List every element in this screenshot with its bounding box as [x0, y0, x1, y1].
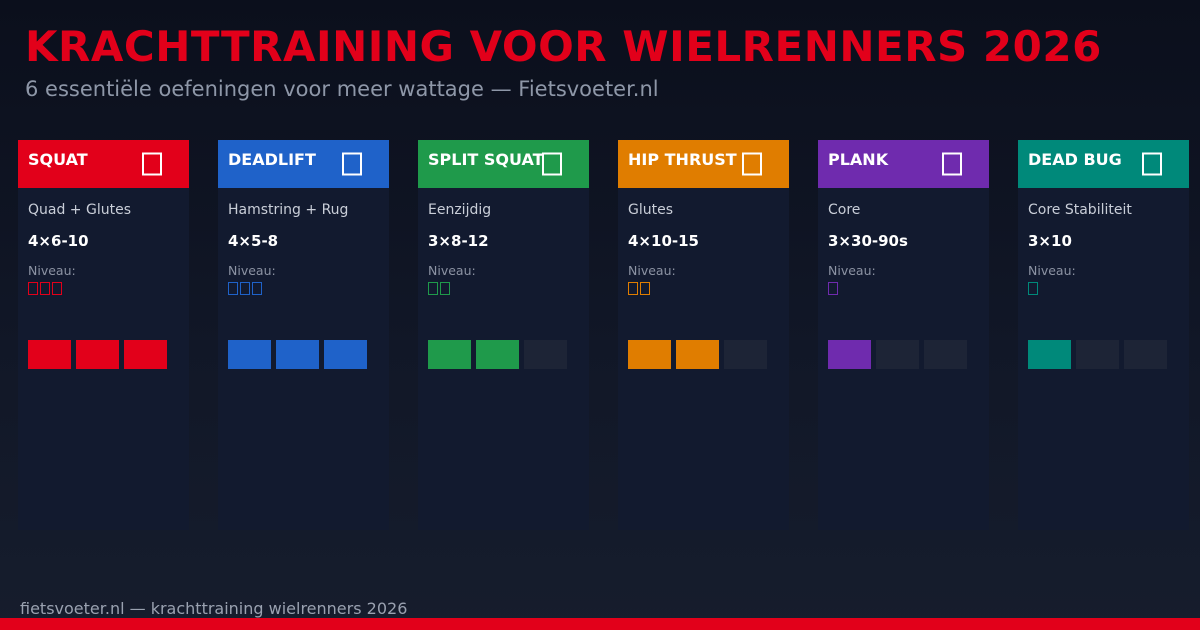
exercise-name: PLANK: [828, 150, 889, 169]
level-bar-filled: [276, 340, 319, 369]
level-glyph-icon: [640, 282, 650, 295]
level-glyph-icon: [628, 282, 638, 295]
sets-reps: 4×5-8: [228, 232, 279, 250]
level-label: Niveau:: [628, 263, 676, 278]
level-bar-filled: [476, 340, 519, 369]
exercise-card: HIP THRUST Glutes 4×10-15 Niveau:: [618, 140, 789, 530]
level-glyph-icon: [252, 282, 262, 295]
exercise-card-header: HIP THRUST: [618, 140, 789, 188]
exercise-card-header: SQUAT: [18, 140, 189, 188]
dumbbell-icon: [737, 151, 767, 177]
level-meter: [228, 340, 367, 369]
level-meter: [428, 340, 567, 369]
sets-reps: 4×6-10: [28, 232, 89, 250]
exercise-card: DEAD BUG Core Stabiliteit 3×10 Niveau:: [1018, 140, 1189, 530]
level-icons: [228, 282, 262, 295]
level-glyph-icon: [228, 282, 238, 295]
level-bar-filled: [76, 340, 119, 369]
level-bar-empty: [724, 340, 767, 369]
exercise-card-header: DEAD BUG: [1018, 140, 1189, 188]
target-muscle: Eenzijdig: [428, 202, 492, 218]
level-bar-empty: [524, 340, 567, 369]
level-label: Niveau:: [228, 263, 276, 278]
level-bar-filled: [1028, 340, 1071, 369]
level-icons: [28, 282, 62, 295]
dumbbell-icon: [137, 151, 167, 177]
exercise-name: SQUAT: [28, 150, 88, 169]
level-glyph-icon: [40, 282, 50, 295]
level-bar-filled: [828, 340, 871, 369]
target-muscle: Core Stabiliteit: [1028, 202, 1132, 218]
level-bar-empty: [924, 340, 967, 369]
exercise-name: DEAD BUG: [1028, 150, 1122, 169]
level-bar-empty: [1076, 340, 1119, 369]
level-bar-filled: [676, 340, 719, 369]
level-meter: [1028, 340, 1167, 369]
exercise-card-header: SPLIT SQUAT: [418, 140, 589, 188]
target-muscle: Core: [828, 202, 861, 218]
level-glyph-icon: [440, 282, 450, 295]
exercise-card: DEADLIFT Hamstring + Rug 4×5-8 Niveau:: [218, 140, 389, 530]
exercise-card-header: DEADLIFT: [218, 140, 389, 188]
target-muscle: Glutes: [628, 202, 674, 218]
level-bar-filled: [28, 340, 71, 369]
level-bar-empty: [1124, 340, 1167, 369]
level-glyph-icon: [28, 282, 38, 295]
exercise-card: SPLIT SQUAT Eenzijdig 3×8-12 Niveau:: [418, 140, 589, 530]
target-muscle: Quad + Glutes: [28, 202, 131, 218]
level-icons: [1028, 282, 1038, 295]
exercise-card: PLANK Core 3×30-90s Niveau:: [818, 140, 989, 530]
sets-reps: 3×10: [1028, 232, 1072, 250]
level-icons: [628, 282, 650, 295]
sets-reps: 3×30-90s: [828, 232, 908, 250]
level-bar-empty: [876, 340, 919, 369]
level-meter: [628, 340, 767, 369]
level-label: Niveau:: [828, 263, 876, 278]
target-muscle: Hamstring + Rug: [228, 202, 349, 218]
exercise-card-header: PLANK: [818, 140, 989, 188]
sets-reps: 4×10-15: [628, 232, 699, 250]
page-subtitle: 6 essentiële oefeningen voor meer wattag…: [25, 77, 659, 101]
level-bar-filled: [324, 340, 367, 369]
level-glyph-icon: [1028, 282, 1038, 295]
exercise-name: SPLIT SQUAT: [428, 150, 544, 169]
level-icons: [828, 282, 838, 295]
level-bar-filled: [124, 340, 167, 369]
level-glyph-icon: [828, 282, 838, 295]
level-meter: [28, 340, 167, 369]
sets-reps: 3×8-12: [428, 232, 489, 250]
level-label: Niveau:: [1028, 263, 1076, 278]
level-bar-filled: [228, 340, 271, 369]
exercise-name: HIP THRUST: [628, 150, 737, 169]
footer-accent-stripe: [0, 618, 1200, 630]
level-bar-filled: [628, 340, 671, 369]
level-icons: [428, 282, 450, 295]
dumbbell-icon: [537, 151, 567, 177]
dumbbell-icon: [337, 151, 367, 177]
exercise-card: SQUAT Quad + Glutes 4×6-10 Niveau:: [18, 140, 189, 530]
level-label: Niveau:: [428, 263, 476, 278]
level-label: Niveau:: [28, 263, 76, 278]
footer-credit: fietsvoeter.nl — krachttraining wielrenn…: [20, 599, 408, 618]
dumbbell-icon: [937, 151, 967, 177]
page-title: KRACHTTRAINING VOOR WIELRENNERS 2026: [25, 22, 1102, 71]
level-glyph-icon: [52, 282, 62, 295]
dumbbell-icon: [1137, 151, 1167, 177]
level-meter: [828, 340, 967, 369]
exercise-name: DEADLIFT: [228, 150, 316, 169]
level-glyph-icon: [240, 282, 250, 295]
level-bar-filled: [428, 340, 471, 369]
level-glyph-icon: [428, 282, 438, 295]
